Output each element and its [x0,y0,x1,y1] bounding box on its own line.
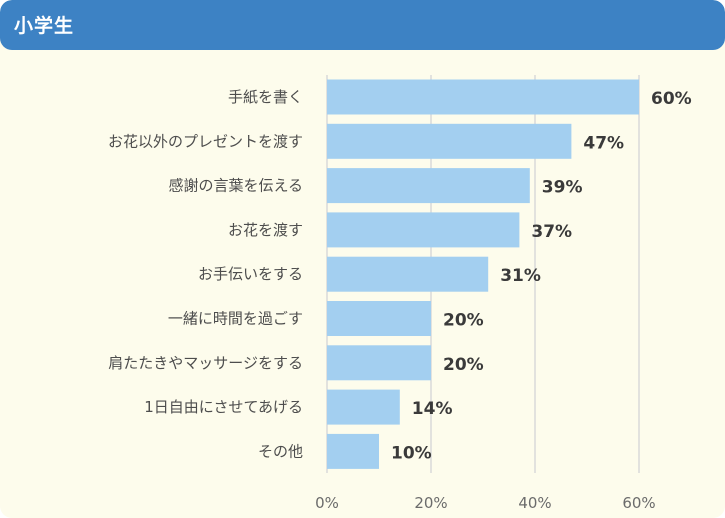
category-label: お花を渡す [228,221,303,239]
value-label: 39% [542,178,583,198]
bar [327,212,520,248]
category-label: 肩たたきやマッサージをする [108,354,303,372]
value-label: 10% [391,443,432,463]
bar [327,301,431,336]
value-label: 20% [443,355,484,375]
bar [327,433,379,469]
bar [327,79,639,115]
category-label: お手伝いをする [198,265,303,283]
category-label: お花以外のプレゼントを渡す [108,132,303,150]
value-label: 47% [583,133,624,153]
x-tick-label: 20% [414,494,447,512]
value-label: 14% [412,399,453,419]
bar [327,168,530,204]
bar [327,345,431,381]
bar [327,123,572,159]
category-label: 1日自由にさせてあげる [144,398,303,416]
value-label: 20% [443,311,484,331]
category-label: 一緒に時間を過ごす [168,310,303,328]
chart-header: 小学生 [0,0,725,50]
bar [327,256,489,292]
x-tick-label: 0% [315,494,339,512]
value-label: 60% [651,89,692,109]
value-label: 31% [500,266,541,286]
chart-title: 小学生 [14,15,75,37]
x-tick-label: 60% [622,494,655,512]
category-label: 手紙を書く [228,88,303,106]
bar [327,389,400,425]
category-label: 感謝の言葉を伝える [168,177,303,195]
x-tick-label: 40% [518,494,551,512]
value-label: 37% [531,222,572,242]
category-label: その他 [258,442,303,460]
